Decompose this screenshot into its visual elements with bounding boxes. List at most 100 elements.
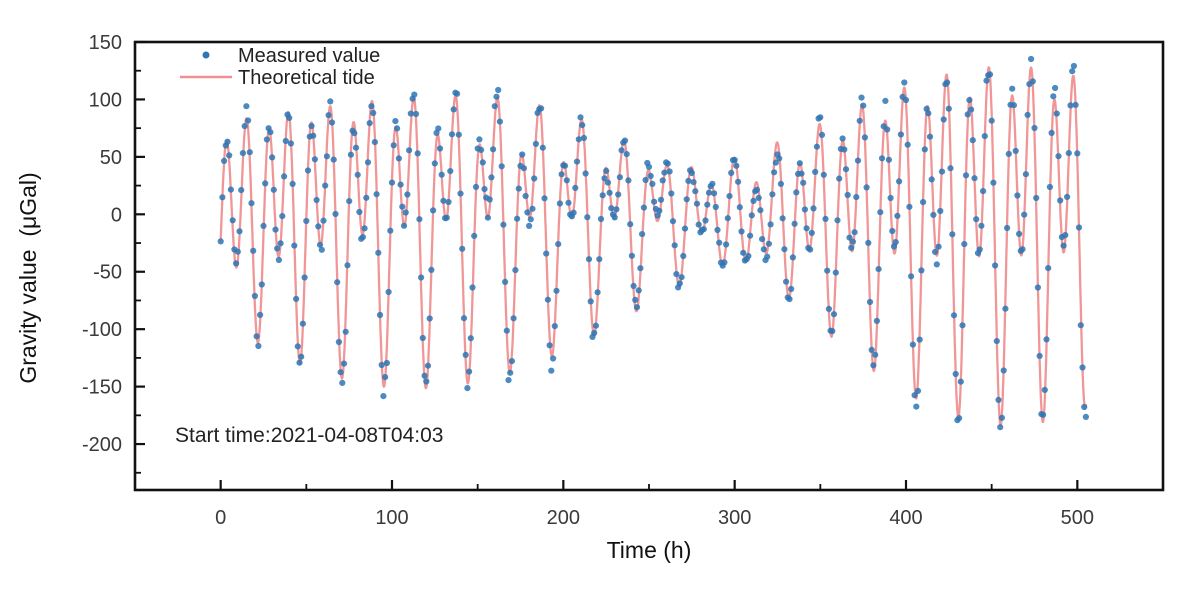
measured-point <box>877 209 884 216</box>
measured-point <box>735 178 742 185</box>
measured-point <box>311 156 318 163</box>
measured-point <box>921 146 928 153</box>
measured-point <box>481 186 488 193</box>
measured-point <box>383 359 390 367</box>
measured-point <box>500 221 507 228</box>
measured-point <box>337 369 344 376</box>
measured-point <box>1033 194 1040 202</box>
measured-point <box>1067 102 1074 109</box>
measured-point <box>385 288 392 296</box>
measured-point <box>550 355 557 362</box>
measured-point <box>1070 62 1077 70</box>
measured-point <box>529 205 536 212</box>
measured-point <box>909 341 917 348</box>
measured-point <box>346 198 353 205</box>
measured-point <box>304 167 312 174</box>
measured-point <box>839 135 846 142</box>
measured-point <box>842 166 850 173</box>
measured-point <box>592 322 600 329</box>
measured-point <box>251 292 258 300</box>
measured-point <box>495 86 502 94</box>
measured-point <box>1009 85 1016 92</box>
measured-point <box>887 194 894 202</box>
measured-point <box>551 323 558 330</box>
measured-point <box>277 240 284 247</box>
measured-point <box>930 211 937 218</box>
measured-point <box>983 77 990 84</box>
measured-point <box>889 227 896 235</box>
measured-point <box>241 123 248 130</box>
measured-point <box>962 172 970 179</box>
measured-point <box>611 214 618 221</box>
y-axis-title: Gravity value (μGal) <box>15 172 41 383</box>
measured-point <box>705 189 713 196</box>
measured-point <box>488 174 495 181</box>
measured-point <box>1060 242 1067 249</box>
measured-point <box>596 256 603 263</box>
measured-point <box>861 134 869 141</box>
measured-point <box>1079 364 1086 371</box>
measured-point <box>227 186 234 193</box>
measured-point <box>1064 193 1071 200</box>
measured-point <box>1077 322 1084 329</box>
measured-point <box>750 197 757 204</box>
measured-point <box>344 262 351 269</box>
measured-point <box>623 151 630 158</box>
measured-point <box>651 198 658 205</box>
measured-point <box>340 360 348 367</box>
measured-point <box>1057 197 1064 204</box>
measured-point <box>1021 211 1028 218</box>
measured-point <box>1022 171 1029 178</box>
measured-point <box>937 207 944 215</box>
measured-point <box>373 191 380 198</box>
y-tick-label: 50 <box>100 147 122 169</box>
legend-measured-marker-icon <box>202 51 210 59</box>
measured-point <box>281 173 288 180</box>
measured-point <box>818 131 826 138</box>
measured-point <box>555 241 562 248</box>
measured-point <box>262 180 269 187</box>
measured-point <box>932 248 939 255</box>
measured-point <box>940 116 947 123</box>
measured-point <box>1019 246 1026 253</box>
measured-point <box>956 415 963 422</box>
measured-point <box>531 175 538 182</box>
measured-point <box>1043 336 1050 343</box>
measured-point <box>400 222 408 229</box>
measured-point <box>390 142 397 149</box>
measured-point <box>863 184 870 191</box>
measured-point <box>676 280 683 287</box>
measured-point <box>894 212 901 219</box>
measured-point <box>978 222 985 229</box>
measured-point <box>933 261 940 268</box>
measured-point <box>637 265 644 272</box>
measured-point <box>1002 305 1009 312</box>
measured-point <box>693 200 701 207</box>
measured-point <box>459 245 466 252</box>
measured-point <box>587 298 594 305</box>
measured-point <box>318 246 325 253</box>
measured-point <box>543 250 550 257</box>
measured-point <box>219 194 226 201</box>
measured-point <box>577 114 584 121</box>
measured-point <box>411 91 418 98</box>
measured-point <box>335 338 342 346</box>
measured-point <box>788 285 795 293</box>
measured-point <box>854 157 862 164</box>
measured-point <box>721 259 728 266</box>
y-tick-label: -50 <box>93 262 122 284</box>
measured-point <box>748 212 755 219</box>
measured-point <box>914 387 922 394</box>
measured-point <box>226 152 233 159</box>
measured-point <box>245 117 252 124</box>
measured-point <box>980 188 987 195</box>
measured-point <box>789 254 797 261</box>
measured-point <box>561 162 569 169</box>
measured-point <box>702 217 709 224</box>
measured-point <box>272 226 279 233</box>
measured-point <box>692 188 699 195</box>
measured-point <box>825 305 833 312</box>
measured-point <box>1069 68 1076 75</box>
measured-point <box>1040 411 1047 418</box>
